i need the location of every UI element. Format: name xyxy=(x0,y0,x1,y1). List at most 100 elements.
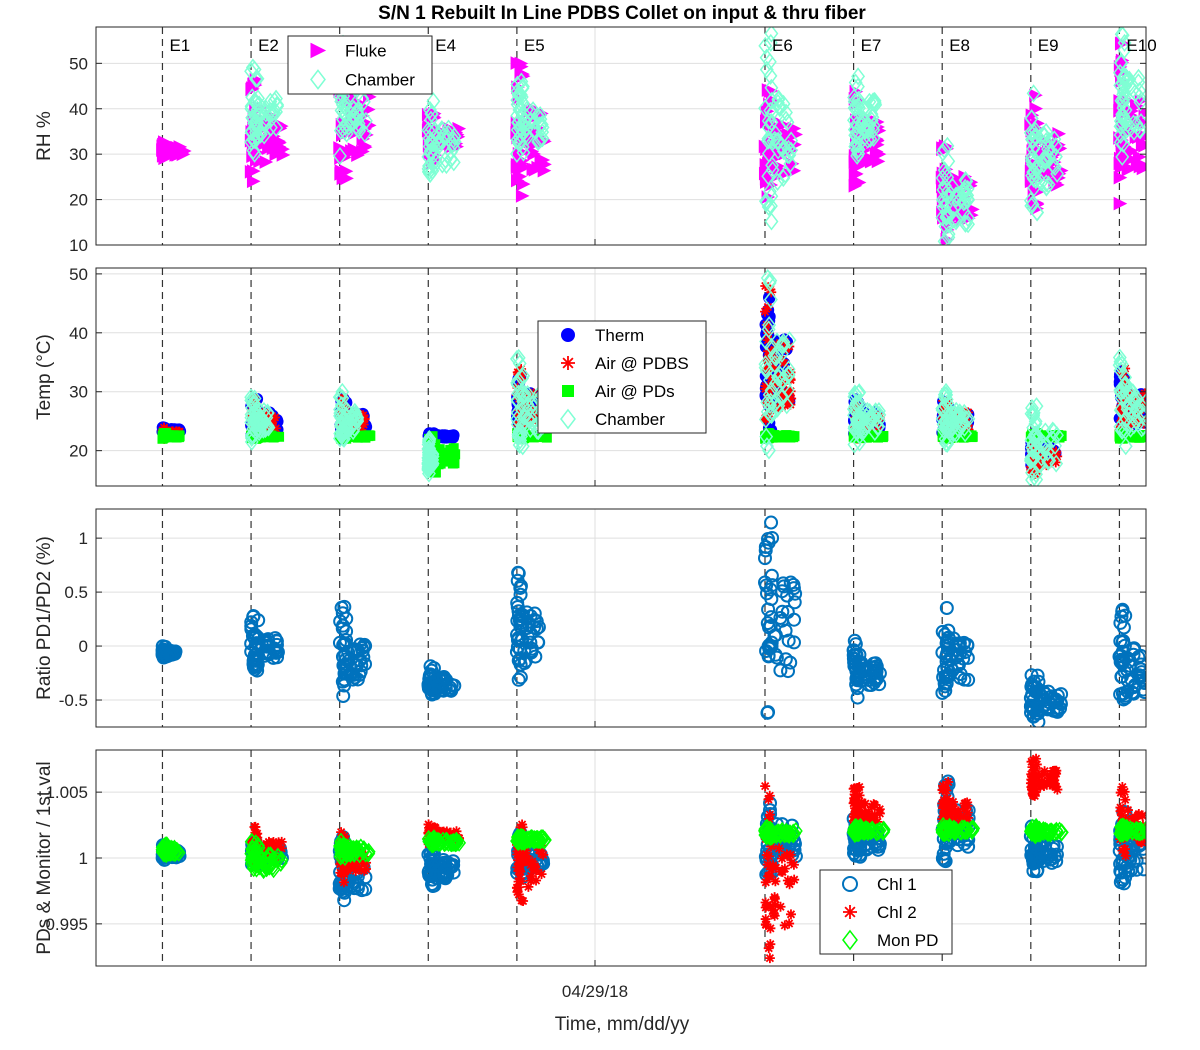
data-point xyxy=(437,864,452,879)
data-point xyxy=(252,857,267,876)
series-chamber xyxy=(244,27,1146,245)
data-point xyxy=(764,515,779,530)
data-point xyxy=(167,840,182,859)
data-point xyxy=(769,910,780,921)
data-point xyxy=(257,413,271,432)
data-point xyxy=(269,118,284,137)
data-point xyxy=(761,602,776,617)
data-point xyxy=(521,618,536,633)
data-point xyxy=(760,781,771,792)
data-point xyxy=(333,146,347,166)
data-point xyxy=(847,655,862,670)
data-point xyxy=(533,844,544,855)
data-point xyxy=(775,370,790,389)
axes-frame xyxy=(95,508,1147,728)
data-point xyxy=(511,384,526,403)
data-point xyxy=(761,620,776,635)
data-point xyxy=(764,870,775,881)
data-point xyxy=(1119,786,1130,797)
data-point xyxy=(848,137,863,156)
data-point xyxy=(867,423,882,442)
data-point xyxy=(960,637,975,652)
data-point xyxy=(516,177,531,191)
plot-area xyxy=(155,515,1146,727)
data-point xyxy=(762,182,777,201)
data-point xyxy=(521,850,532,861)
data-point xyxy=(1115,147,1130,166)
data-point xyxy=(347,100,362,119)
data-point xyxy=(1031,430,1042,441)
data-point xyxy=(511,566,526,581)
data-point xyxy=(762,859,773,870)
data-point xyxy=(447,127,462,146)
data-point xyxy=(336,103,351,122)
data-point xyxy=(778,378,789,389)
data-point xyxy=(350,103,365,122)
data-point xyxy=(854,655,869,670)
data-point xyxy=(852,175,867,190)
data-point xyxy=(775,613,790,628)
data-point xyxy=(938,165,953,184)
data-point xyxy=(1113,53,1128,72)
data-point xyxy=(953,190,968,209)
data-point xyxy=(336,421,351,440)
plot-area xyxy=(156,269,1146,486)
data-point xyxy=(244,615,259,630)
data-point xyxy=(347,414,361,433)
data-point xyxy=(365,430,376,441)
data-point xyxy=(269,645,284,660)
data-point xyxy=(776,94,791,113)
data-point xyxy=(935,685,950,700)
data-point xyxy=(1113,133,1128,152)
data-point xyxy=(789,874,800,885)
data-point xyxy=(1037,151,1052,170)
data-point xyxy=(512,354,527,373)
data-point xyxy=(860,808,871,819)
data-point xyxy=(1114,27,1129,44)
data-point xyxy=(513,580,528,595)
data-point xyxy=(429,822,440,833)
data-point xyxy=(424,104,439,123)
data-point xyxy=(788,586,803,601)
data-point xyxy=(1029,470,1044,486)
data-point xyxy=(518,653,533,668)
data-point xyxy=(335,382,350,401)
data-point xyxy=(268,431,279,442)
data-point xyxy=(336,689,351,704)
data-point xyxy=(422,156,437,176)
y-tick-label: 50 xyxy=(69,265,88,284)
data-point xyxy=(764,790,775,801)
data-point xyxy=(444,150,459,169)
event-label: E6 xyxy=(772,36,793,55)
data-point xyxy=(763,290,778,309)
data-point xyxy=(949,650,964,665)
data-point xyxy=(1133,809,1144,820)
data-point xyxy=(778,431,789,442)
data-point xyxy=(527,120,542,139)
data-point xyxy=(509,349,524,368)
data-point xyxy=(1115,107,1130,126)
data-point xyxy=(776,333,791,352)
data-point xyxy=(351,114,366,133)
data-point xyxy=(1133,159,1146,174)
data-point xyxy=(1140,431,1146,442)
event-label: E5 xyxy=(524,36,545,55)
data-point xyxy=(1119,844,1130,855)
data-point xyxy=(935,208,950,227)
data-point xyxy=(249,406,264,425)
data-point xyxy=(961,431,972,442)
data-point xyxy=(513,889,524,900)
data-point xyxy=(764,809,775,820)
data-point xyxy=(1047,447,1058,458)
data-point xyxy=(1114,609,1129,624)
data-point xyxy=(335,867,346,878)
data-point xyxy=(165,432,176,443)
data-point xyxy=(164,647,179,662)
data-point xyxy=(1037,126,1052,145)
data-point xyxy=(1118,368,1133,387)
data-point xyxy=(854,781,865,792)
data-point xyxy=(451,826,462,837)
data-point xyxy=(847,111,861,130)
data-point xyxy=(764,408,775,419)
data-point xyxy=(773,663,788,678)
